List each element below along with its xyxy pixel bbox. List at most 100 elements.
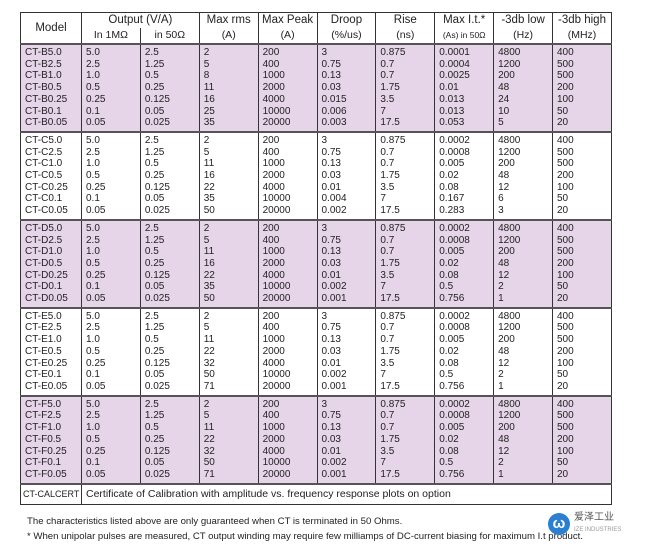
spec-value: 200 <box>557 433 574 445</box>
spec-value: 2.5 <box>86 146 100 158</box>
spec-value: 500 <box>557 70 574 82</box>
spec-value: 12 <box>498 181 510 193</box>
spec-value: 500 <box>557 234 574 246</box>
spec-value: 11 <box>203 82 215 94</box>
logo-en: IZE INDUSTRIES <box>574 527 622 533</box>
spec-value: 0.756 <box>439 380 465 392</box>
spec-value: 10000 <box>262 457 291 469</box>
spec-value: 3 <box>321 222 328 234</box>
spec-value: 0.002 <box>321 281 347 293</box>
spec-value: 48 <box>498 82 510 94</box>
header-in50: in 50Ω <box>139 28 200 45</box>
spec-value: 200 <box>498 246 515 258</box>
model-name: CT-D2.5 <box>25 234 63 246</box>
spec-value: 3.5 <box>380 445 395 457</box>
value-cell: 4800 1200 200 48 12 2 1 <box>493 307 553 397</box>
spec-value: 71 <box>203 380 215 392</box>
model-name: CT-B2.5 <box>25 58 62 70</box>
spec-value: 2.5 <box>144 310 159 322</box>
spec-value: 0.03 <box>321 345 341 357</box>
spec-value: 4800 <box>498 310 521 322</box>
spec-value: 100 <box>557 93 574 105</box>
spec-value: 2.5 <box>86 58 100 70</box>
value-cell: 200 400 1000 2000 4000 10000 20000 <box>257 131 318 221</box>
spec-value: 0.75 <box>321 146 341 158</box>
spec-value: 0.75 <box>321 410 341 422</box>
spec-value: 0.875 <box>380 47 406 58</box>
spec-value: 0.5 <box>144 422 159 434</box>
spec-value: 17.5 <box>380 205 400 217</box>
spec-value: 10000 <box>262 369 291 381</box>
value-cell: 5.0 2.5 1.0 0.5 0.25 0.1 0.05 <box>81 219 141 309</box>
spec-value: 17.5 <box>380 117 400 129</box>
spec-value: 16 <box>203 93 215 105</box>
spec-value: 200 <box>498 70 515 82</box>
spec-value: 50 <box>203 293 215 305</box>
spec-value: 24 <box>498 93 510 105</box>
spec-value: 2.5 <box>144 398 159 410</box>
spec-value: 1.25 <box>144 410 165 422</box>
spec-value: 4000 <box>262 93 285 105</box>
model-name: CT-E2.5 <box>25 322 62 334</box>
value-cell: 0.0002 0.0008 0.005 0.02 0.08 0.5 0.756 <box>434 219 495 309</box>
spec-value: 50 <box>203 205 215 217</box>
spec-value: 0.283 <box>439 205 465 217</box>
spec-value: 0.125 <box>144 93 170 105</box>
spec-value: 0.05 <box>86 205 106 217</box>
spec-value: 1.25 <box>144 146 165 158</box>
footnote-biasing: * When unipolar pulses are measured, CT … <box>27 531 583 542</box>
value-cell: 3 0.75 0.13 0.03 0.01 0.004 0.002 <box>316 131 377 221</box>
spec-value: 2 <box>203 134 210 146</box>
spec-value: 0.02 <box>439 170 459 182</box>
spec-value: 1.75 <box>380 345 400 357</box>
spec-value: 7 <box>380 369 386 381</box>
spec-value: 32 <box>203 445 215 457</box>
model-name: CT-E0.25 <box>25 357 68 369</box>
spec-value: 5 <box>203 58 210 70</box>
spec-value: 0.125 <box>144 269 170 281</box>
spec-value: 200 <box>498 422 515 434</box>
spec-value: 0.5 <box>439 369 454 381</box>
value-cell: 2.5 1.25 0.5 0.25 0.125 0.05 0.025 <box>139 131 200 221</box>
spec-value: 10000 <box>262 105 291 117</box>
value-cell: 2.5 1.25 0.5 0.25 0.125 0.05 0.025 <box>139 44 200 133</box>
model-group: CT-F5.0 CT-F2.5 CT-F1.0 CT-F0.5 CT-F0.25 CT-F… <box>20 395 612 485</box>
spec-value: 0.006 <box>321 105 347 117</box>
value-cell: 3 0.75 0.13 0.03 0.01 0.002 0.001 <box>316 219 377 309</box>
spec-value: 0.13 <box>321 422 341 434</box>
value-cell: 2 5 11 22 32 50 71 <box>198 395 259 485</box>
spec-value: 20 <box>557 380 569 392</box>
spec-value: 0.05 <box>144 457 165 469</box>
model-name: CT-D5.0 <box>25 222 63 234</box>
spec-value: 0.05 <box>86 380 106 392</box>
model-group: CT-B5.0 CT-B2.5 CT-B1.0 CT-B0.5 CT-B0.25 CT-B… <box>20 44 612 133</box>
spec-value: 10000 <box>262 193 291 205</box>
spec-value: 71 <box>203 468 215 480</box>
spec-value: 0.03 <box>321 170 341 182</box>
spec-value: 1.75 <box>380 433 400 445</box>
spec-value: 100 <box>557 269 574 281</box>
spec-value: 12 <box>498 445 510 457</box>
model-name: CT-C0.25 <box>25 181 68 193</box>
value-cell: 400 500 500 200 100 50 20 <box>552 307 612 397</box>
spec-value: 0.05 <box>144 105 165 117</box>
spec-value: 500 <box>557 334 574 346</box>
spec-value: 0.02 <box>439 257 459 269</box>
spec-value: 20 <box>557 468 569 480</box>
model-name: CT-B1.0 <box>25 70 62 82</box>
spec-value: 200 <box>262 310 280 322</box>
spec-value: 0.5 <box>86 345 100 357</box>
value-cell: 3 0.75 0.13 0.03 0.01 0.002 0.001 <box>316 395 377 485</box>
spec-value: 400 <box>557 398 574 410</box>
spec-value: 100 <box>557 181 574 193</box>
header-maxit-unit: (As) in 50Ω <box>434 28 495 45</box>
spec-value: 2 <box>203 310 210 322</box>
spec-value: 0.001 <box>321 293 347 305</box>
spec-value: 4800 <box>498 222 521 234</box>
spec-value: 5 <box>203 322 210 334</box>
spec-value: 0.004 <box>321 193 347 205</box>
model-name: CT-E5.0 <box>25 310 62 322</box>
spec-value: 2 <box>203 398 210 410</box>
spec-value: 0.0008 <box>439 410 470 422</box>
spec-value: 20 <box>557 293 569 305</box>
